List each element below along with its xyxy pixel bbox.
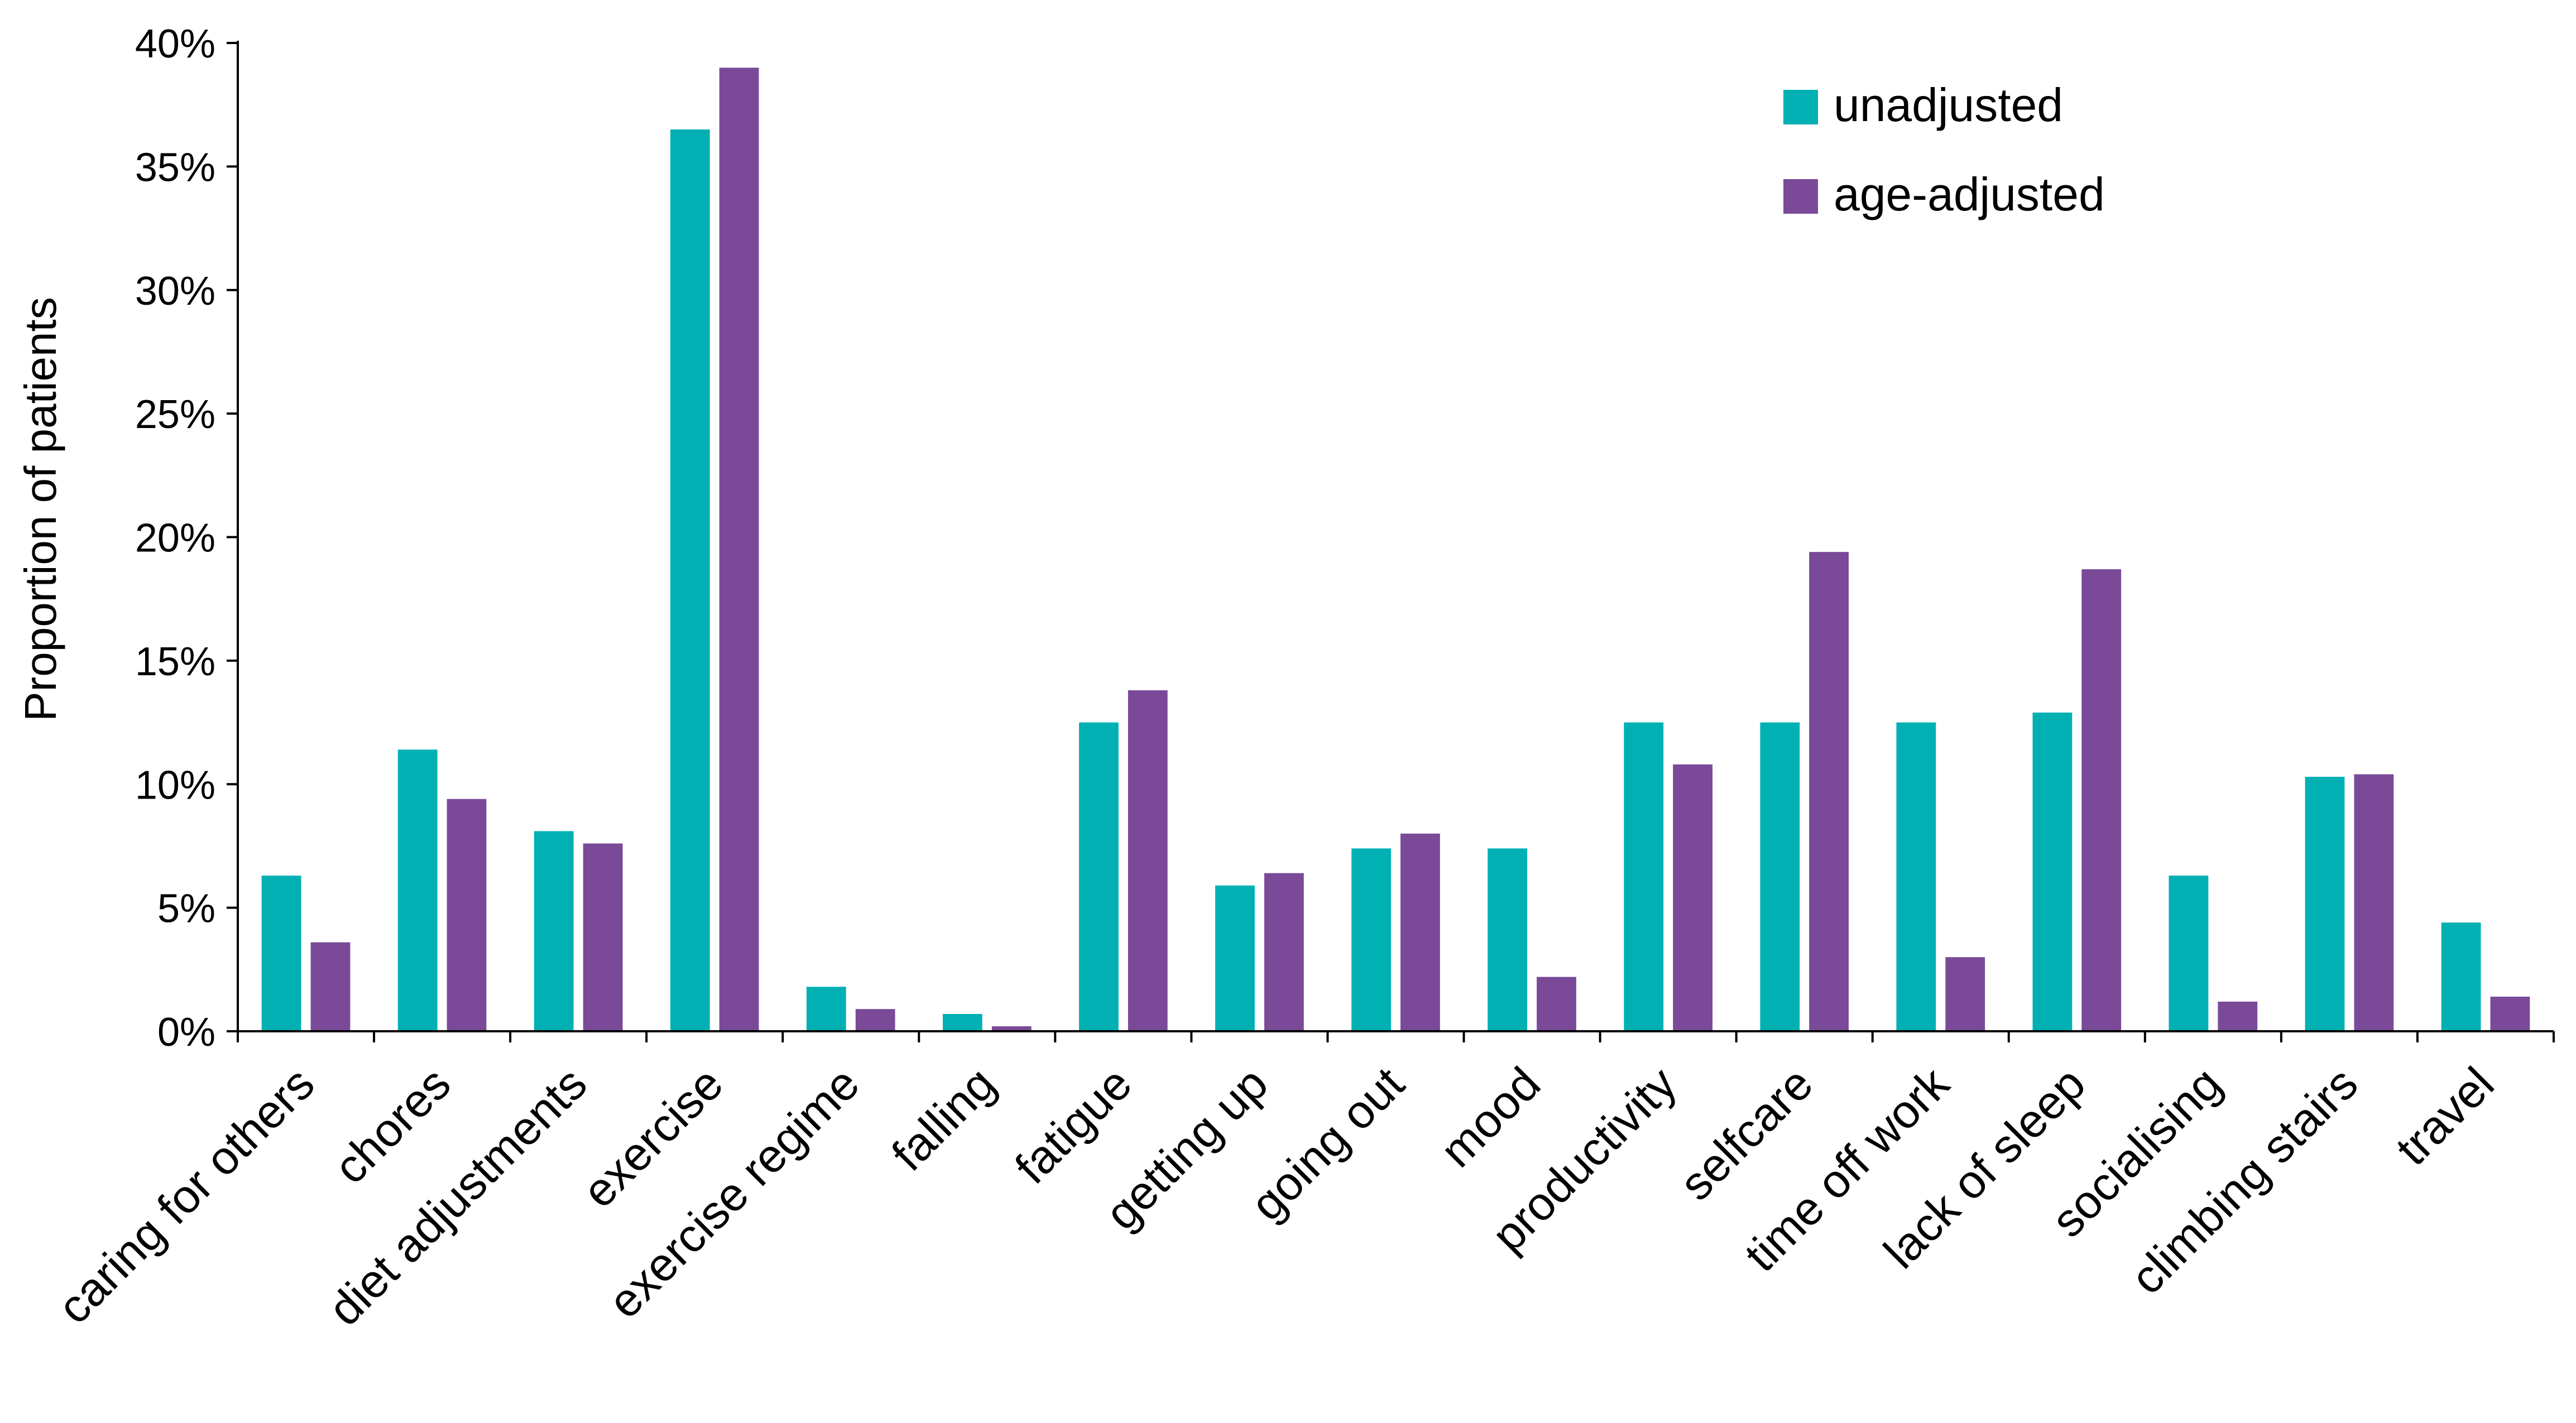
bar-age-adjusted-fatigue	[1128, 690, 1168, 1031]
legend: unadjusted age-adjusted	[1783, 79, 2105, 220]
y-tick-label: 10%	[135, 763, 215, 807]
y-tick-label: 35%	[135, 145, 215, 190]
bar-unadjusted-mood	[1488, 848, 1527, 1031]
bar-age-adjusted-chores	[447, 799, 487, 1031]
bar-age-adjusted-climbing-stairs	[2354, 774, 2394, 1031]
x-category-label: falling	[881, 1057, 1005, 1181]
legend-swatch-age-adjusted	[1783, 179, 1818, 214]
bar-unadjusted-getting-up	[1215, 885, 1255, 1031]
bar-unadjusted-lack-of-sleep	[2032, 712, 2073, 1031]
y-tick-label: 25%	[135, 392, 215, 437]
bar-age-adjusted-lack-of-sleep	[2081, 569, 2122, 1031]
legend-label-age-adjusted: age-adjusted	[1834, 168, 2105, 220]
x-category-label: fatigue	[1005, 1057, 1141, 1194]
bar-unadjusted-socialising	[2169, 876, 2209, 1031]
x-category-label: exercise regime	[598, 1057, 869, 1328]
bar-age-adjusted-exercise-regime	[855, 1009, 895, 1031]
y-axis-title: Proportion of patients	[16, 297, 65, 721]
bar-age-adjusted-selfcare	[1809, 552, 1849, 1031]
y-tick-label: 0%	[157, 1010, 215, 1055]
bar-unadjusted-travel	[2441, 922, 2481, 1031]
bar-unadjusted-fatigue	[1079, 722, 1119, 1031]
legend-swatch-unadjusted	[1783, 90, 1818, 124]
bar-unadjusted-caring-for-others	[261, 876, 301, 1031]
bars-layer	[261, 68, 2530, 1031]
bar-age-adjusted-productivity	[1673, 764, 1712, 1031]
bar-unadjusted-selfcare	[1760, 722, 1800, 1031]
legend-label-unadjusted: unadjusted	[1834, 79, 2063, 131]
bar-age-adjusted-mood	[1537, 977, 1576, 1031]
y-tick-label: 15%	[135, 640, 215, 684]
y-tick-label: 30%	[135, 269, 215, 314]
bar-age-adjusted-diet-adjustments	[583, 843, 623, 1031]
bar-unadjusted-productivity	[1624, 722, 1664, 1031]
bar-age-adjusted-exercise	[719, 68, 759, 1031]
y-tick-label: 5%	[157, 887, 215, 931]
bar-age-adjusted-caring-for-others	[310, 942, 351, 1031]
bar-age-adjusted-time-off-work	[1945, 957, 1985, 1031]
x-category-label: chores	[324, 1057, 460, 1194]
x-category-label: travel	[2386, 1057, 2504, 1175]
y-tick-label: 20%	[135, 516, 215, 561]
bar-unadjusted-exercise-regime	[806, 987, 846, 1031]
bar-age-adjusted-socialising	[2218, 1001, 2258, 1031]
bar-age-adjusted-getting-up	[1264, 873, 1304, 1031]
x-category-label: mood	[1430, 1057, 1550, 1177]
bar-unadjusted-time-off-work	[1896, 722, 1936, 1031]
x-category-label: caring for others	[47, 1057, 324, 1334]
bar-unadjusted-diet-adjustments	[534, 831, 574, 1031]
bar-unadjusted-chores	[397, 749, 438, 1031]
bar-age-adjusted-travel	[2490, 997, 2530, 1031]
bar-unadjusted-falling	[943, 1014, 982, 1031]
bar-age-adjusted-falling	[991, 1026, 1032, 1031]
bar-unadjusted-climbing-stairs	[2305, 777, 2345, 1031]
bar-unadjusted-going-out	[1351, 848, 1391, 1031]
bar-unadjusted-exercise	[670, 129, 710, 1031]
bar-age-adjusted-going-out	[1400, 833, 1440, 1031]
y-tick-label: 40%	[135, 22, 215, 66]
y-ticks-layer: 0% 5% 10% 15% 20% 25% 30% 35% 40%	[135, 22, 238, 1055]
x-category-label: diet adjustments	[318, 1057, 597, 1335]
